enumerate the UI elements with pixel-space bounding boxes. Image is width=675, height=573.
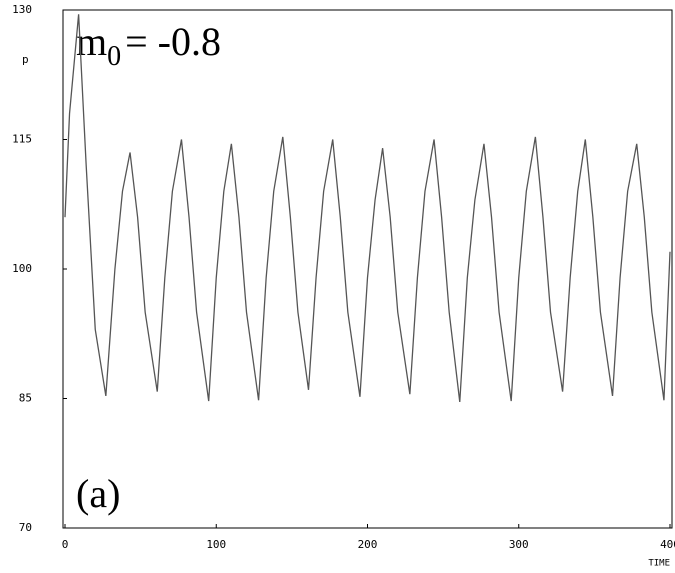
x-tick-label: 200 (358, 538, 378, 551)
y-tick-label: 85 (19, 392, 32, 405)
x-tick-label: 300 (509, 538, 529, 551)
x-tick-label: 0 (62, 538, 69, 551)
annotation-sub: 0 (107, 41, 121, 72)
annotation: m0 = -0.8 (76, 19, 221, 72)
y-axis-label: p (22, 53, 29, 66)
y-tick-label: 70 (19, 521, 32, 534)
data-line (64, 14, 671, 403)
panel-label: (a) (76, 471, 120, 516)
x-tick-label: 100 (206, 538, 226, 551)
x-axis-label: TIME (648, 559, 670, 569)
y-tick-label: 115 (12, 133, 32, 146)
annotation-rest: = -0.8 (125, 19, 221, 64)
y-tick-label: 130 (12, 3, 32, 16)
plot-frame (62, 9, 673, 529)
y-tick-label: 100 (12, 262, 32, 275)
x-tick-label: 400 (660, 538, 675, 551)
